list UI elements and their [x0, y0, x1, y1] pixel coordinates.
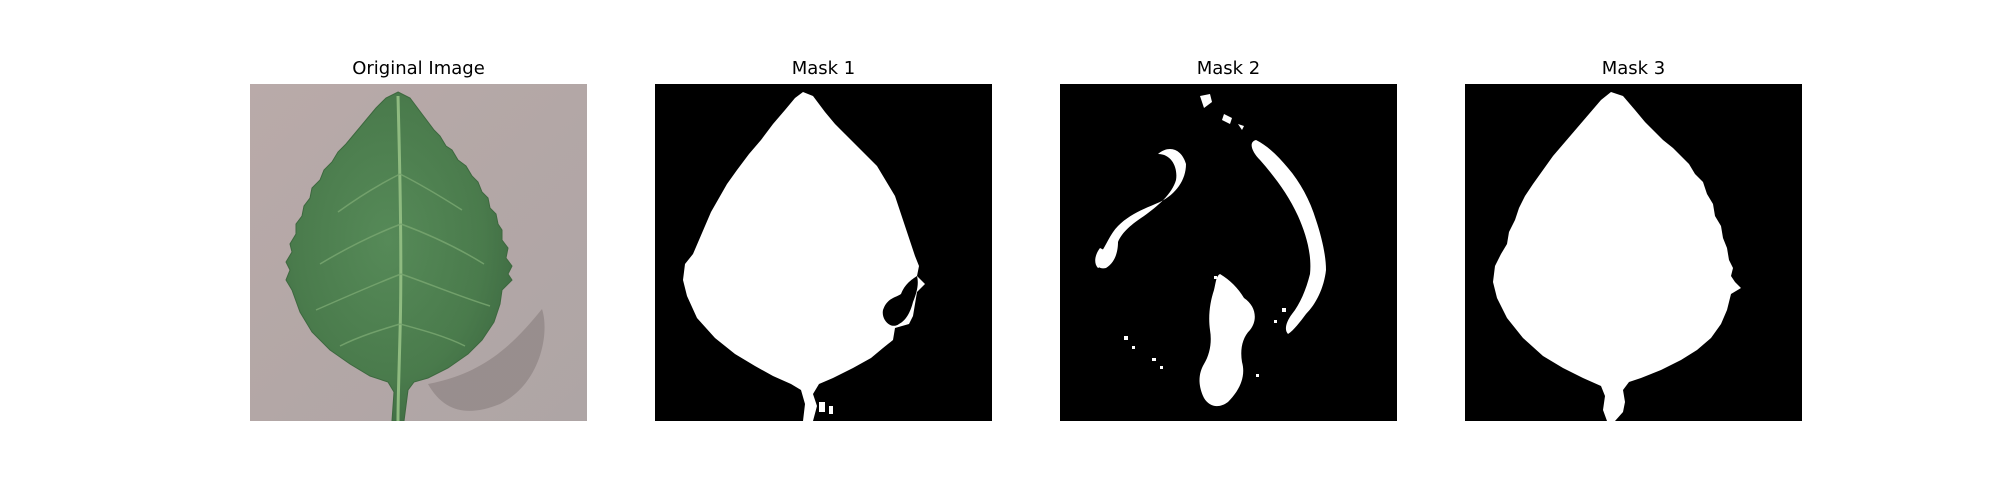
panel-title: Original Image: [352, 58, 485, 79]
mask-2-image: [1060, 84, 1397, 421]
panel-mask-1: Mask 1: [655, 0, 992, 500]
panel-title: Mask 3: [1601, 58, 1666, 79]
original-leaf-image: [250, 84, 587, 421]
panel-mask-3: Mask 3: [1465, 0, 1802, 500]
panel-mask-2: Mask 2: [1060, 0, 1397, 500]
mask-3-image: [1465, 84, 1802, 421]
panel-original-image: Original Image: [250, 0, 587, 500]
mask-1-image: [655, 84, 992, 421]
panel-title: Mask 2: [1196, 58, 1261, 79]
panel-title: Mask 1: [791, 58, 856, 79]
